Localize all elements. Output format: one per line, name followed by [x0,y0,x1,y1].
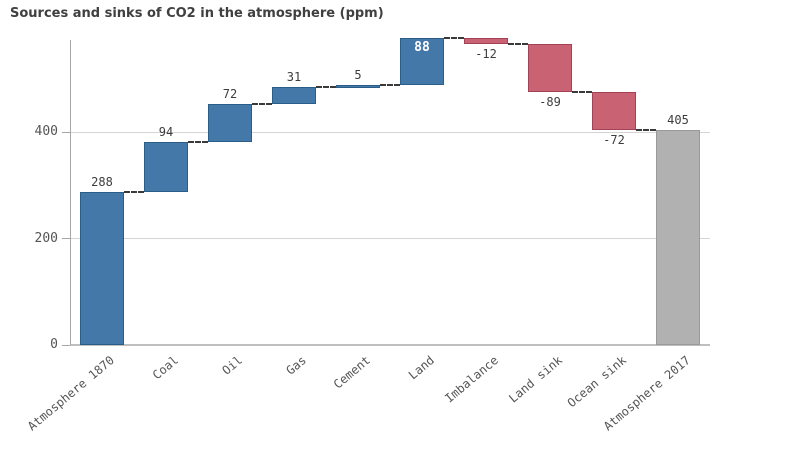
bar-value-label: -72 [603,132,625,147]
bar-value-label: 72 [222,86,238,101]
x-axis-category-label: Land sink [506,353,565,406]
waterfall-connector [316,86,336,89]
waterfall-connector [252,102,272,105]
x-axis-category-label: Oil [219,353,245,378]
waterfall-connector [124,190,144,193]
x-axis-category-label: Coal [149,353,181,383]
bar-value-label: -89 [539,94,561,109]
waterfall-bar-coal[interactable] [144,142,188,192]
x-axis-category-label: Land [405,353,437,383]
y-axis-tick [62,344,70,346]
y-axis-line [70,40,71,345]
x-axis-category-label: Atmosphere 1870 [24,353,117,434]
bar-value-label: -12 [475,47,497,62]
waterfall-bar-atmosphere-1870[interactable] [80,191,124,345]
y-axis-tick [62,238,70,240]
bar-value-label: 288 [91,174,113,189]
waterfall-bar-atmosphere-2017[interactable] [656,129,700,345]
waterfall-connector [572,90,592,93]
waterfall-connector [380,83,400,86]
waterfall-bar-land[interactable] [400,37,444,85]
x-axis-category-label: Cement [330,353,373,392]
waterfall-connector [508,43,528,46]
x-axis-category-label: Imbalance [442,353,501,406]
chart-title: Sources and sinks of CO2 in the atmosphe… [10,6,384,21]
x-axis-category-label: Ocean sink [564,353,629,411]
waterfall-bar-cement[interactable] [336,84,380,88]
bar-value-label: 94 [158,125,174,140]
waterfall-bar-land-sink[interactable] [528,44,572,92]
waterfall-bar-ocean-sink[interactable] [592,91,636,130]
waterfall-bar-gas[interactable] [272,87,316,104]
bar-value-label: 88 [414,39,430,55]
waterfall-bar-oil[interactable] [208,103,252,142]
waterfall-bar-imbalance[interactable] [464,37,508,45]
waterfall-connector [188,141,208,144]
waterfall-connector [444,36,464,39]
y-axis-tick-label: 400 [34,124,58,140]
bar-value-label: 5 [354,67,362,82]
gridline [70,131,710,133]
waterfall-connector [636,128,656,131]
x-axis-category-label: Atmosphere 2017 [600,353,693,434]
x-axis-category-label: Gas [283,353,309,378]
gridline [70,238,710,240]
x-axis-baseline [70,344,710,346]
y-axis-tick [62,131,70,133]
y-axis-tick-label: 200 [34,230,58,246]
bar-value-label: 405 [667,112,689,127]
y-axis-tick-label: 0 [50,337,58,352]
bar-value-label: 31 [286,70,302,85]
